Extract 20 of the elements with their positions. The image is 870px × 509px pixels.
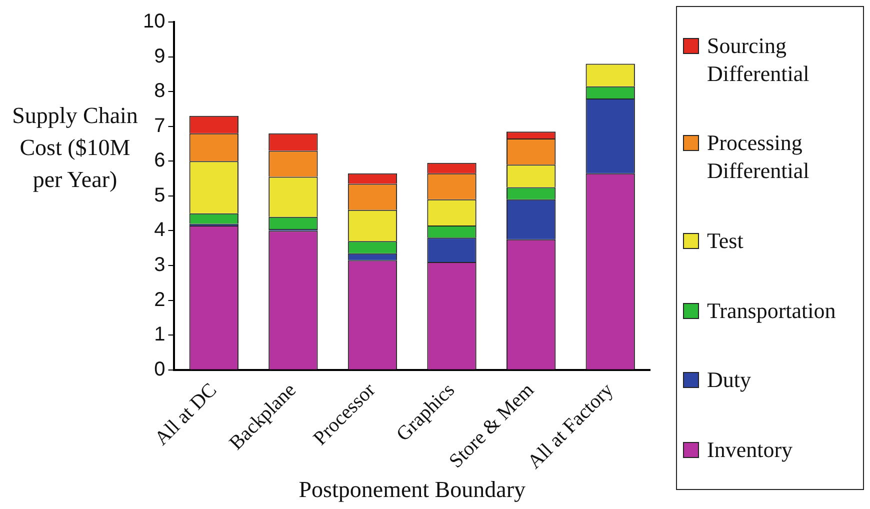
y-tick-label: 10	[142, 10, 166, 33]
legend-label: Duty	[707, 366, 751, 394]
legend-label: Inventory	[707, 436, 793, 464]
x-tick-label: All at DC	[150, 379, 222, 450]
y-tick-label: 7	[154, 114, 166, 137]
y-tick-label: 0	[154, 358, 166, 380]
y-tick-label: 6	[154, 150, 166, 172]
legend-label: Processing Differential	[707, 129, 810, 186]
y-tick-label: 1	[154, 324, 166, 346]
legend-label: Transportation	[707, 296, 836, 325]
legend-label: Test	[707, 227, 744, 256]
legend-label: Sourcing Differential	[707, 32, 810, 88]
y-tick-label: 9	[154, 45, 166, 68]
x-axis-title: Postponement Boundary	[298, 477, 526, 502]
y-tick-label: 5	[154, 184, 166, 206]
y-tick-label: 8	[154, 80, 166, 102]
y-axis-title: Supply Chain Cost ($10M per Year)	[11, 102, 139, 194]
y-tick-label: 2	[154, 288, 166, 311]
y-tick-label: 3	[154, 254, 166, 276]
y-tick-label: 4	[154, 219, 166, 242]
